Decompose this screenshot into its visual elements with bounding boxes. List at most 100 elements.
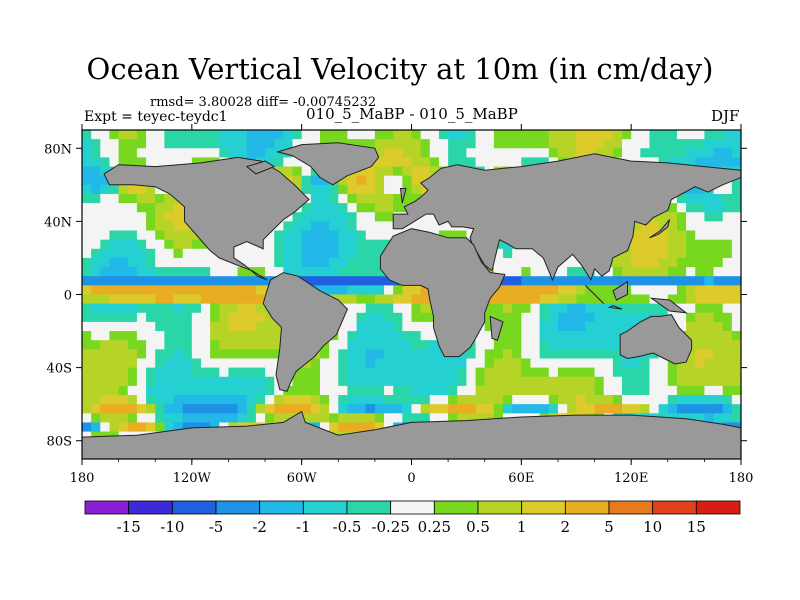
field-cell bbox=[594, 340, 605, 350]
field-cell bbox=[512, 376, 522, 387]
field-cell bbox=[411, 148, 422, 158]
field-cell bbox=[594, 376, 605, 387]
field-cell bbox=[283, 230, 293, 241]
x-tick-label: 180 bbox=[70, 471, 95, 486]
field-cell bbox=[557, 395, 568, 405]
field-cell bbox=[622, 376, 632, 387]
field-cell bbox=[246, 239, 257, 250]
field-cell bbox=[686, 248, 696, 259]
field-cell bbox=[191, 376, 202, 387]
field-cell bbox=[173, 212, 184, 222]
field-cell bbox=[503, 148, 513, 158]
colorbar-label: 5 bbox=[604, 518, 614, 536]
field-cell bbox=[338, 404, 348, 414]
field-cell bbox=[411, 166, 422, 177]
field-cell bbox=[585, 276, 595, 286]
field-cell bbox=[292, 367, 303, 378]
field-cell bbox=[155, 349, 165, 359]
field-cell bbox=[219, 340, 229, 350]
field-cell bbox=[658, 404, 669, 414]
field-cell bbox=[393, 385, 403, 396]
field-cell bbox=[704, 248, 714, 259]
field-cell bbox=[118, 422, 129, 432]
field-cell bbox=[438, 376, 449, 387]
field-cell bbox=[640, 248, 650, 259]
field-cell bbox=[393, 395, 403, 405]
field-cell bbox=[356, 385, 367, 396]
field-cell bbox=[182, 139, 193, 149]
field-cell bbox=[127, 340, 138, 350]
field-cell bbox=[649, 239, 660, 250]
field-cell bbox=[503, 376, 513, 387]
field-cell bbox=[191, 413, 202, 423]
field-cell bbox=[695, 349, 705, 359]
field-cell bbox=[219, 303, 229, 314]
field-cell bbox=[329, 404, 339, 414]
x-tick-label: 60W bbox=[287, 471, 318, 486]
field-cell bbox=[136, 184, 147, 195]
field-cell bbox=[127, 367, 138, 378]
field-cell bbox=[585, 303, 595, 314]
field-cell bbox=[557, 385, 568, 396]
field-cell bbox=[557, 321, 568, 332]
field-cell bbox=[173, 340, 184, 350]
field-cell bbox=[457, 376, 467, 387]
field-cell bbox=[136, 193, 147, 204]
field-cell bbox=[191, 239, 202, 250]
field-cell bbox=[301, 404, 312, 414]
field-cell bbox=[567, 148, 577, 158]
field-cell bbox=[365, 395, 376, 405]
field-cell bbox=[118, 385, 129, 396]
field-cell bbox=[146, 331, 156, 341]
field-cell bbox=[658, 367, 669, 378]
field-cell bbox=[118, 404, 129, 414]
field-cell bbox=[713, 349, 724, 359]
field-cell bbox=[374, 175, 385, 186]
field-cell bbox=[521, 276, 531, 286]
field-cell bbox=[127, 203, 138, 213]
field-cell bbox=[420, 413, 431, 423]
field-cell bbox=[338, 203, 348, 213]
field-cell bbox=[255, 395, 266, 405]
field-cell bbox=[265, 267, 275, 277]
field-cell bbox=[521, 294, 531, 305]
field-cell bbox=[173, 285, 184, 295]
field-cell bbox=[695, 285, 705, 295]
field-cell bbox=[539, 331, 550, 341]
field-cell bbox=[384, 367, 394, 378]
field-cell bbox=[173, 413, 184, 423]
field-cell bbox=[658, 385, 669, 396]
field-cell bbox=[292, 404, 303, 414]
field-cell bbox=[704, 148, 714, 158]
field-cell bbox=[219, 130, 229, 140]
land-polygon bbox=[399, 188, 407, 204]
field-cell bbox=[200, 340, 211, 350]
field-cell bbox=[649, 303, 660, 314]
field-cell bbox=[319, 130, 330, 140]
field-cell bbox=[585, 367, 595, 378]
field-cell bbox=[164, 340, 174, 350]
field-cell bbox=[319, 230, 330, 241]
field-cell bbox=[91, 267, 101, 277]
field-cell bbox=[182, 385, 193, 396]
field-cell bbox=[731, 276, 741, 286]
field-cell bbox=[155, 203, 165, 213]
field-cell bbox=[713, 221, 724, 231]
field-cell bbox=[100, 212, 110, 222]
field-cell bbox=[356, 276, 367, 286]
field-cell bbox=[631, 294, 641, 305]
field-cell bbox=[530, 257, 541, 268]
field-cell bbox=[118, 413, 129, 423]
field-cell bbox=[731, 212, 741, 222]
field-cell bbox=[210, 285, 220, 295]
field-cell bbox=[146, 294, 156, 305]
field-cell bbox=[530, 148, 541, 158]
field-cell bbox=[438, 367, 449, 378]
field-cell bbox=[429, 376, 440, 387]
field-cell bbox=[374, 184, 385, 195]
field-cell bbox=[100, 184, 110, 195]
field-cell bbox=[255, 367, 266, 378]
field-cell bbox=[127, 157, 138, 167]
field-cell bbox=[420, 312, 431, 323]
field-cell bbox=[91, 248, 101, 259]
